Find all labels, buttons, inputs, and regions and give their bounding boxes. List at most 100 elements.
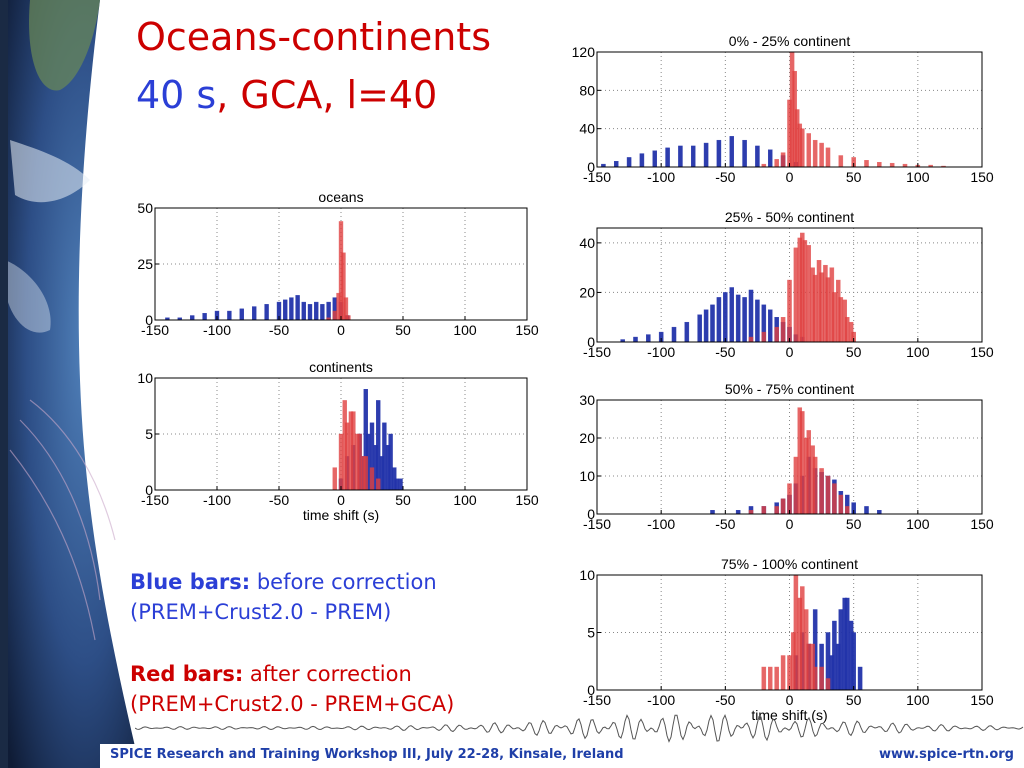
red-bar (802, 240, 808, 343)
blue-bar (613, 161, 619, 168)
x-tick-label: 0 (786, 692, 794, 708)
blue-bar (832, 620, 837, 691)
red-bar (774, 666, 779, 691)
y-tick-label: 120 (572, 44, 596, 60)
red-bar (748, 336, 754, 343)
red-bar (780, 317, 786, 343)
x-tick-label: -100 (647, 344, 675, 360)
x-axis-label: time shift (s) (303, 507, 379, 523)
red-bar (819, 272, 824, 343)
red-bar (889, 162, 895, 168)
blue-bar (729, 287, 735, 343)
blue-bar (190, 315, 195, 321)
x-tick-label: 150 (970, 692, 994, 708)
blue-bar (671, 326, 677, 343)
blue-bar (703, 142, 709, 168)
footer-website-link[interactable]: www.spice-rtn.org (878, 747, 1014, 762)
blue-bar (767, 309, 773, 343)
blue-bar (748, 289, 754, 343)
chart-25-50-continent: -150 -100 -50 0 50 100 150 0 20 40 25% - 50% conti… (573, 206, 994, 368)
blue-bar (289, 297, 294, 321)
blue-bar (320, 304, 325, 321)
red-bar (345, 422, 350, 491)
x-tick-label: 0 (337, 492, 345, 508)
red-bar (825, 475, 831, 515)
red-bar (812, 666, 818, 691)
x-tick-label: 50 (395, 322, 411, 338)
x-tick-label: -150 (583, 169, 611, 185)
blue-bar (227, 310, 232, 321)
x-tick-label: -150 (141, 322, 169, 338)
footer-bar (100, 744, 1024, 768)
legend-red-line: Red bars: after correction (130, 660, 412, 688)
chart-title: oceans (318, 189, 363, 205)
blue-bar (755, 299, 760, 343)
blue-bar (382, 422, 387, 491)
blue-bar (864, 506, 869, 515)
red-bar (332, 310, 337, 321)
chart-50-75-continent: -150 -100 -50 0 50 100 150 0 10 20 30 50% - 75% con… (573, 378, 994, 540)
blue-bar (857, 666, 863, 691)
blue-bar (639, 153, 645, 168)
x-tick-label: 150 (515, 492, 539, 508)
x-tick-label: 0 (337, 322, 345, 338)
red-bar (819, 468, 824, 515)
red-bar (357, 433, 362, 491)
chart-title: 50% - 75% continent (725, 381, 854, 397)
red-bar (793, 574, 799, 691)
red-bar (376, 478, 381, 491)
red-bar (832, 292, 837, 343)
chart-oceans: -150 -100 -50 0 50 100 150 0 25 50 oceans (131, 186, 539, 346)
blue-bar (646, 334, 651, 343)
red-bar (819, 666, 824, 691)
blue-bar (394, 478, 399, 491)
chart-75-100-continent: -150 -100 -50 0 50 100 150 0 5 10 75% - 100% conti… (573, 553, 994, 730)
blue-bar (723, 292, 728, 343)
x-tick-label: 150 (515, 322, 539, 338)
red-bar (780, 152, 786, 168)
x-tick-label: -50 (715, 516, 735, 532)
red-bar (774, 326, 779, 343)
legend-red-text: after correction (243, 662, 412, 686)
y-tick-label: 10 (579, 567, 595, 583)
red-bar (780, 498, 786, 515)
red-bar (800, 128, 805, 168)
y-tick-label: 80 (579, 82, 595, 98)
legend-blue-label: Blue bars: (130, 570, 251, 594)
blue-bar (851, 632, 856, 691)
x-tick-label: 100 (906, 169, 930, 185)
x-tick-label: -150 (583, 516, 611, 532)
chart-continents: -150 -100 -50 0 50 100 150 0 5 10 continents time s… (131, 356, 539, 530)
legend-blue-text: before correction (250, 570, 437, 594)
red-bar (800, 586, 805, 691)
subtitle-period: 40 s (136, 73, 217, 117)
red-bar (346, 315, 351, 321)
y-tick-label: 20 (579, 430, 595, 446)
blue-bar (239, 308, 244, 321)
red-bar (877, 162, 882, 168)
blue-bar (755, 145, 760, 168)
red-bar (819, 142, 824, 168)
legend-red-label: Red bars: (130, 662, 244, 686)
red-bar (812, 274, 818, 343)
red-bar (761, 331, 767, 343)
x-tick-label: 0 (786, 169, 794, 185)
chart-title: continents (309, 359, 373, 375)
seismogram-trace (135, 714, 1024, 743)
x-tick-label: 0 (786, 516, 794, 532)
x-tick-label: 50 (395, 492, 411, 508)
red-bar (351, 411, 356, 491)
slide-title: Oceans-continents (136, 15, 491, 59)
x-tick-label: 50 (846, 692, 862, 708)
red-bar (332, 467, 337, 491)
globe-image (0, 0, 135, 768)
chart-title: 0% - 25% continent (729, 33, 851, 49)
y-tick-label: 0 (145, 482, 153, 498)
x-tick-label: 100 (453, 492, 477, 508)
x-tick-label: 150 (970, 169, 994, 185)
red-bar (864, 160, 869, 168)
blue-bar (633, 336, 638, 343)
blue-bar (742, 297, 747, 343)
x-tick-label: -150 (583, 344, 611, 360)
chart-title: 25% - 50% continent (725, 209, 854, 225)
